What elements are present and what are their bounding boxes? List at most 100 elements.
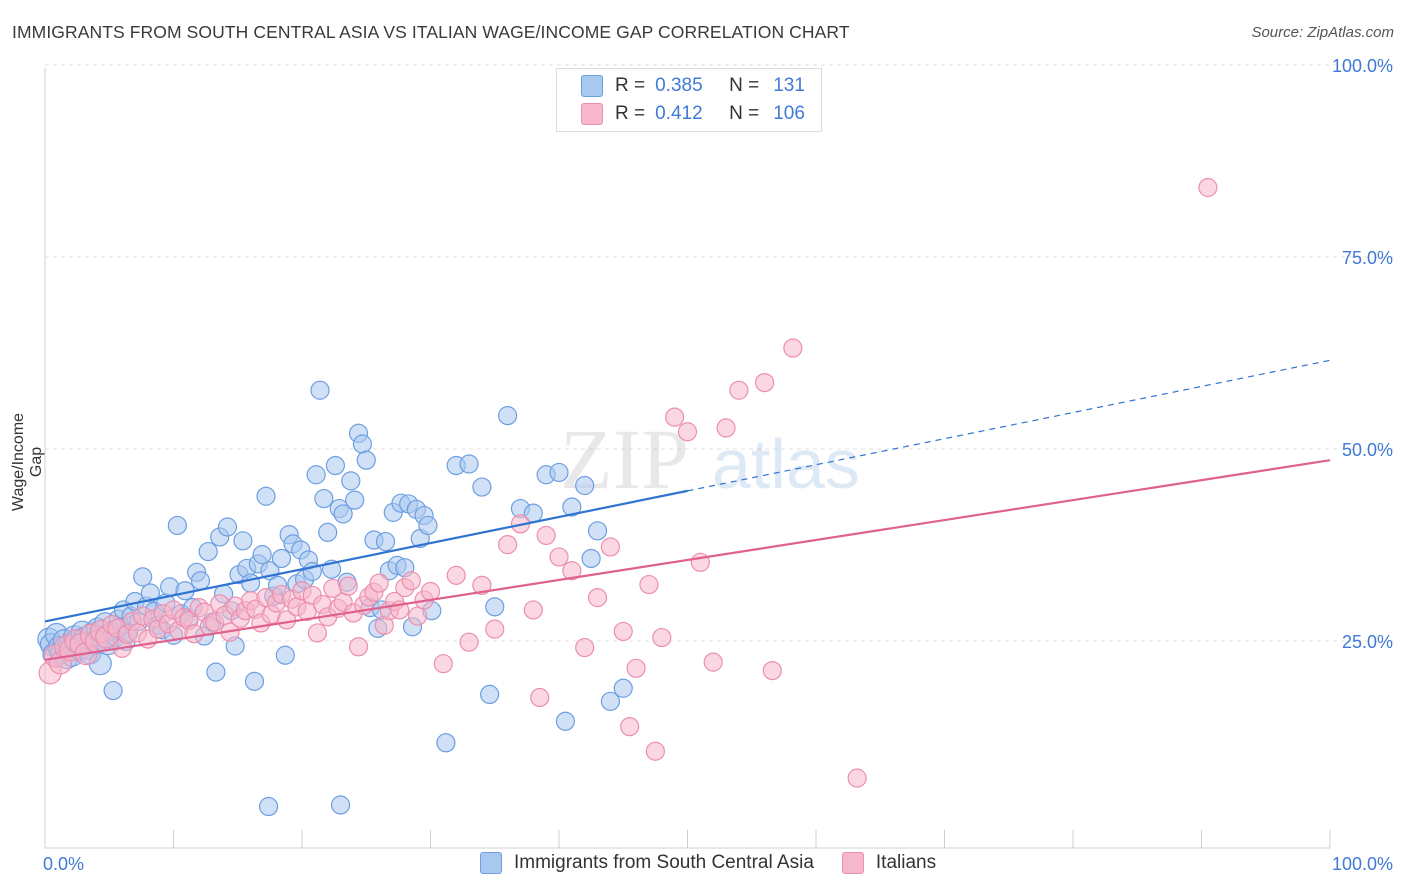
point-blue xyxy=(581,548,601,569)
point-pink xyxy=(446,565,466,585)
y-tick-label: 25.0% xyxy=(1342,632,1393,652)
y-axis-label: Wage/Income Gap xyxy=(10,412,45,512)
point-blue xyxy=(600,691,621,711)
point-blue xyxy=(498,406,518,426)
point-blue xyxy=(587,521,608,541)
point-blue xyxy=(345,490,365,510)
legend-top: R = 0.385 N = 131 R = 0.412 N = 106 xyxy=(556,68,822,132)
y-tick-label: 50.0% xyxy=(1342,440,1393,460)
point-pink xyxy=(523,600,543,620)
point-pink xyxy=(847,768,867,788)
point-pink xyxy=(348,637,369,657)
point-blue xyxy=(133,567,153,587)
series-pink-points xyxy=(38,177,1218,788)
point-blue xyxy=(330,795,351,815)
point-blue xyxy=(271,548,292,569)
point-blue xyxy=(555,711,576,731)
point-blue xyxy=(436,733,456,753)
legend-swatch-pink xyxy=(581,103,603,125)
point-blue xyxy=(356,450,376,470)
point-pink xyxy=(338,576,358,596)
legend-r-value: 0.412 xyxy=(655,103,703,124)
trend-line-pink xyxy=(44,459,1331,661)
point-blue xyxy=(480,684,500,705)
point-pink xyxy=(369,573,389,593)
point-blue xyxy=(314,488,334,509)
point-blue xyxy=(575,475,595,496)
point-pink xyxy=(408,606,428,626)
point-blue xyxy=(341,471,361,491)
point-blue xyxy=(472,477,492,497)
point-blue xyxy=(352,434,372,454)
point-blue xyxy=(198,541,218,562)
point-blue xyxy=(244,671,265,691)
point-blue xyxy=(325,455,346,476)
point-pink xyxy=(645,741,665,761)
y-tick-label: 100.0% xyxy=(1332,56,1393,76)
point-blue xyxy=(459,454,479,474)
point-blue xyxy=(167,515,187,536)
point-pink xyxy=(549,547,569,567)
point-pink xyxy=(401,571,421,591)
point-pink xyxy=(498,535,518,555)
legend-label-blue: Immigrants from South Central Asia xyxy=(514,852,814,873)
point-blue xyxy=(233,531,253,551)
point-pink xyxy=(613,621,633,642)
point-pink xyxy=(600,537,621,557)
point-pink xyxy=(762,660,782,681)
legend-n-value: 106 xyxy=(773,103,805,124)
legend-n-label: N = xyxy=(729,75,760,96)
watermark-atlas: atlas xyxy=(712,425,860,503)
point-blue xyxy=(103,680,123,701)
legend-label-pink: Italians xyxy=(875,852,937,873)
point-pink xyxy=(729,380,749,400)
point-blue xyxy=(310,380,330,400)
point-blue xyxy=(190,571,211,591)
point-blue xyxy=(252,545,272,565)
point-pink xyxy=(485,619,505,639)
point-blue xyxy=(485,597,505,617)
legend-swatch-blue xyxy=(480,852,502,874)
legend-row-blue: R = 0.385 N = 131 xyxy=(581,74,805,98)
point-blue xyxy=(418,515,438,536)
axes xyxy=(44,68,1331,849)
point-pink xyxy=(716,418,736,438)
y-tick-label: 75.0% xyxy=(1342,248,1393,268)
point-pink xyxy=(420,581,441,602)
point-pink xyxy=(562,561,582,581)
point-pink xyxy=(472,575,492,595)
legend-bottom: Immigrants from South Central Asia Itali… xyxy=(480,852,964,874)
legend-swatch-blue xyxy=(581,75,603,97)
point-blue xyxy=(306,465,326,485)
point-pink xyxy=(587,588,608,608)
legend-r-label: R = xyxy=(615,75,646,96)
legend-r-value: 0.385 xyxy=(655,75,703,96)
point-blue xyxy=(613,678,633,698)
tick-labels: 25.0% 50.0% 75.0% 100.0% 0.0% 100.0% xyxy=(43,56,1393,874)
point-pink xyxy=(652,627,672,648)
point-blue xyxy=(206,662,226,682)
trend-lines xyxy=(44,359,1331,661)
source-label: Source: ZipAtlas.com xyxy=(1251,24,1394,41)
point-pink xyxy=(703,652,723,672)
point-pink xyxy=(1198,177,1218,198)
grid-lines xyxy=(45,64,1395,642)
point-blue xyxy=(275,645,295,665)
point-blue xyxy=(256,486,276,506)
point-pink xyxy=(530,687,550,708)
watermark: ZIP atlas xyxy=(560,411,860,507)
legend-item-blue: Immigrants from South Central Asia xyxy=(480,852,814,874)
point-blue xyxy=(258,796,279,817)
point-blue xyxy=(241,573,261,593)
x-tick-label: 0.0% xyxy=(43,854,84,874)
point-blue xyxy=(562,497,582,517)
legend-item-pink: Italians xyxy=(841,852,937,874)
legend-row-pink: R = 0.412 N = 106 xyxy=(581,102,805,126)
point-pink xyxy=(536,525,556,546)
point-blue xyxy=(333,504,353,524)
point-blue xyxy=(375,531,396,552)
point-pink xyxy=(307,623,328,643)
trend-line-blue xyxy=(44,489,688,623)
point-pink xyxy=(639,574,659,595)
point-pink xyxy=(665,407,685,427)
